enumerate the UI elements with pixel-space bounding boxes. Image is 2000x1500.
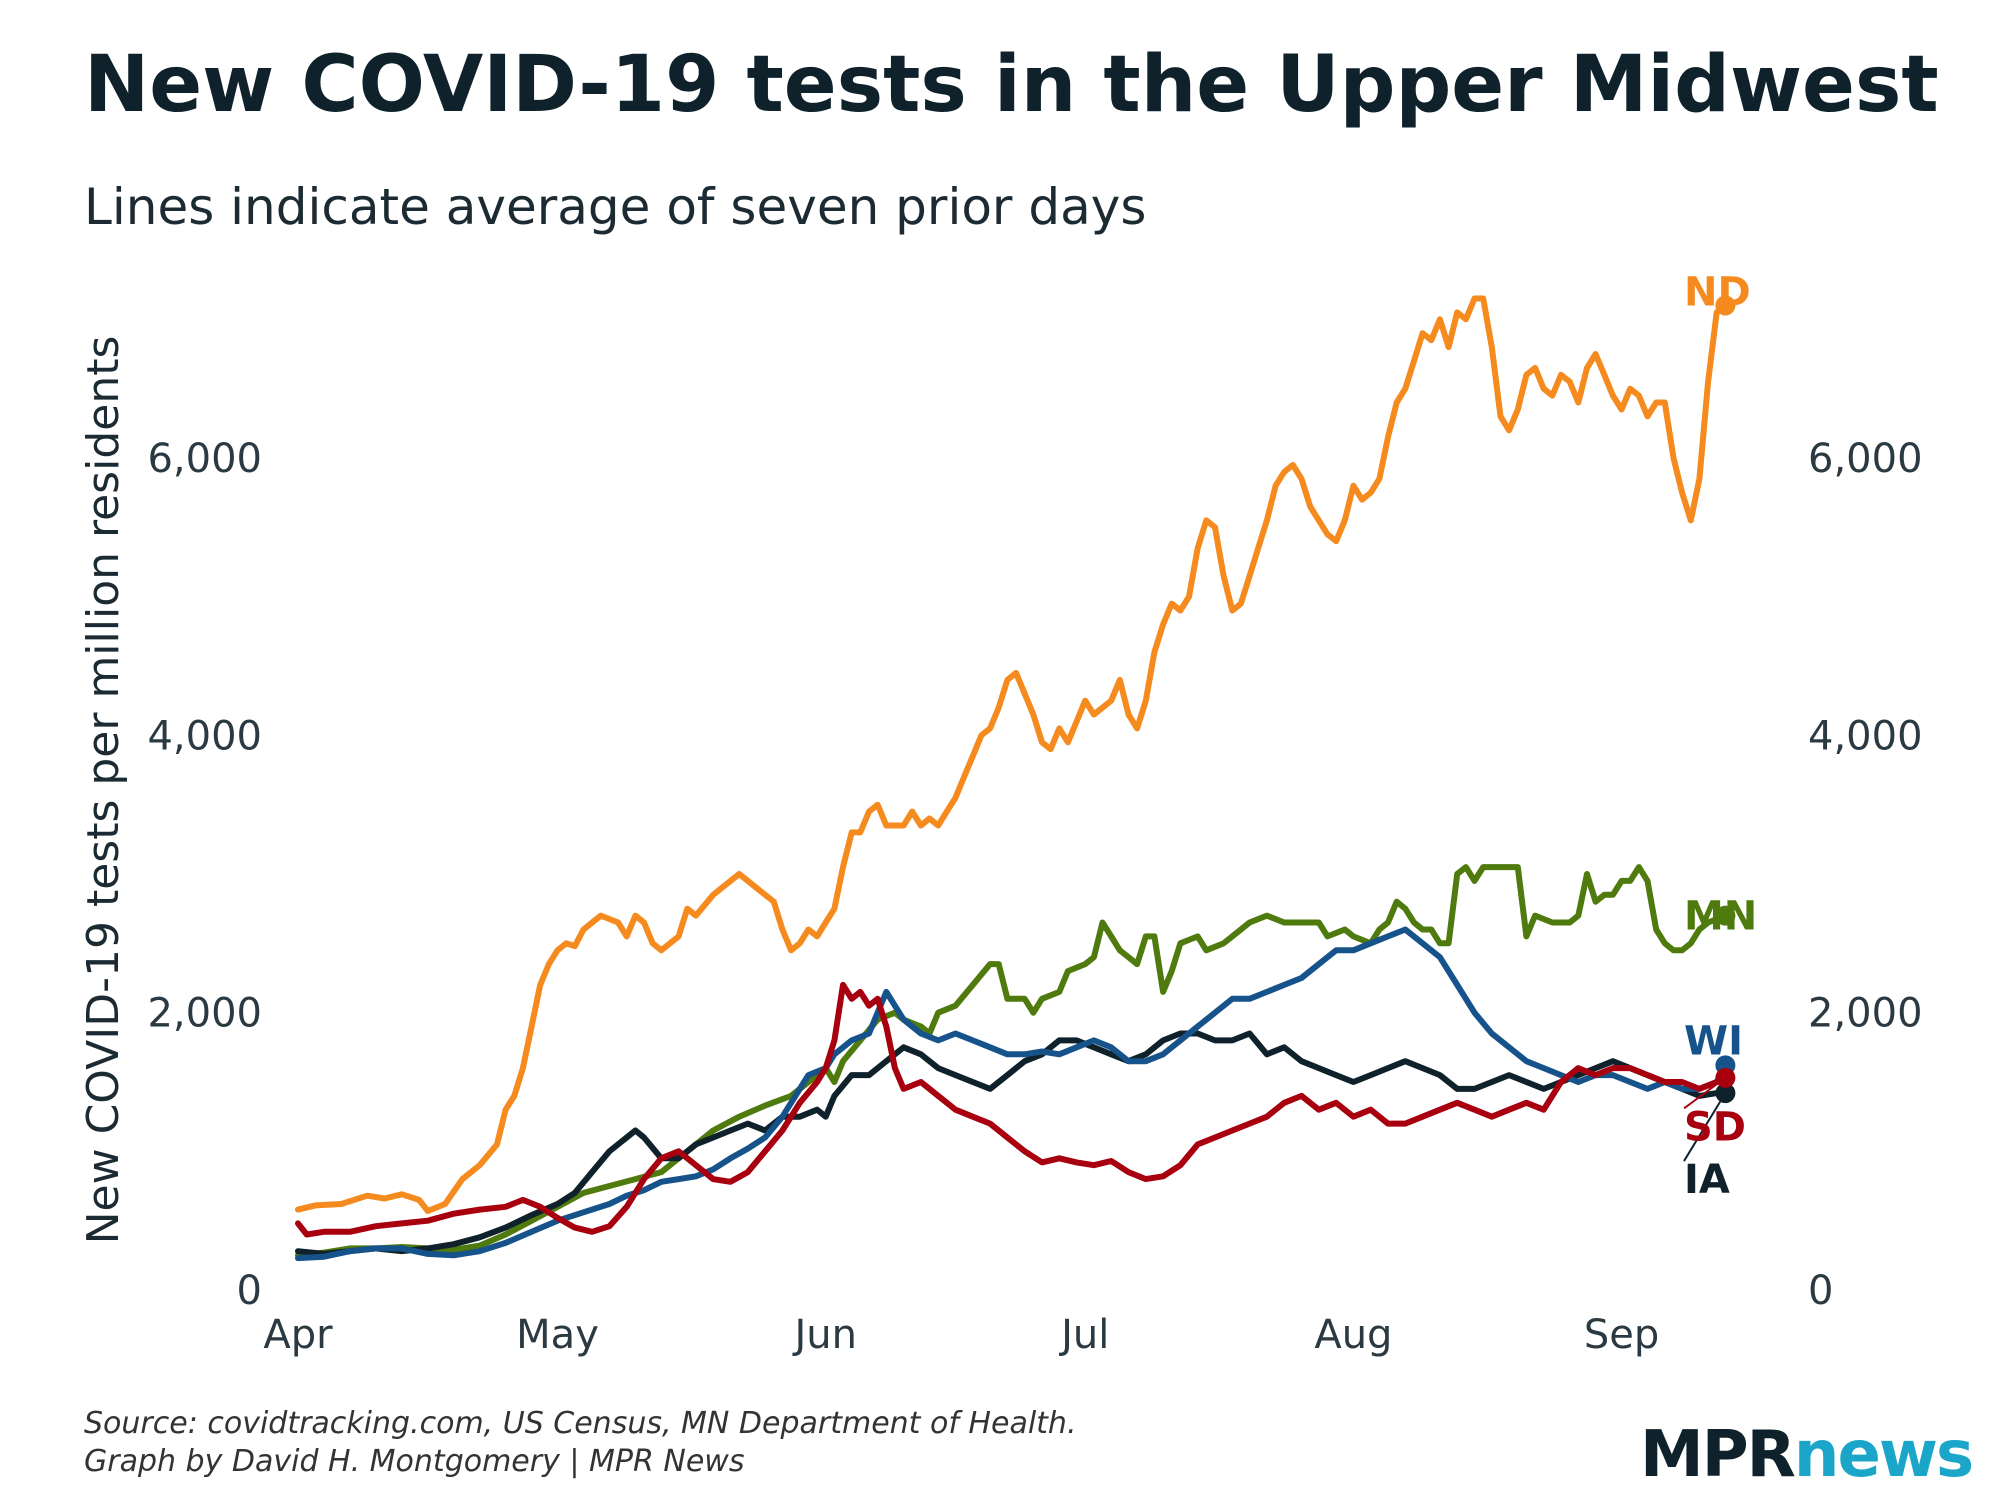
series-line-mn: [295, 864, 1729, 1259]
y-axis-title: New COVID-19 tests per million residents: [78, 336, 129, 1245]
series-label-nd: ND: [1684, 270, 1751, 316]
y-tick-label-right: 2,000: [1808, 991, 1923, 1037]
y-tick-label-left: 4,000: [147, 713, 262, 759]
chart-title: New COVID-19 tests in the Upper Midwest: [84, 40, 1939, 130]
series-lines: [295, 295, 1729, 1262]
y-axis-right: 0 2,000 4,000 6,000: [1808, 436, 1923, 1314]
logo-news: news: [1793, 1418, 1974, 1492]
label-leader-sd: [1683, 1077, 1726, 1110]
label-leader-ia: [1683, 1092, 1727, 1162]
y-tick-label-right: 6,000: [1808, 436, 1923, 482]
y-tick-label-left: 2,000: [147, 991, 262, 1037]
source-line: Source: covidtracking.com, US Census, MN…: [84, 1406, 1077, 1441]
series-endpoint-nd: [1715, 295, 1736, 316]
x-axis: Apr May Jun Jul Aug Sep: [263, 1312, 1659, 1358]
y-tick-label-left: 0: [237, 1268, 262, 1314]
x-tick-label: Jul: [1058, 1312, 1109, 1358]
series-label-ia: IA: [1684, 1157, 1730, 1203]
series-endpoint-mn: [1715, 905, 1736, 926]
x-tick-label: Aug: [1314, 1312, 1392, 1358]
series-labels: ND MN IA WI SD: [1683, 270, 1757, 1203]
y-axis-left: 0 2,000 4,000 6,000: [147, 436, 262, 1314]
y-tick-label-right: 0: [1808, 1268, 1833, 1314]
series-label-wi: WI: [1684, 1018, 1743, 1064]
x-tick-label: Jun: [791, 1312, 857, 1358]
credit-line: Graph by David H. Montgomery | MPR News: [84, 1444, 745, 1479]
series-line-nd: [295, 295, 1729, 1214]
x-tick-label: May: [516, 1312, 599, 1358]
x-tick-label: Apr: [263, 1312, 333, 1358]
series-label-sd: SD: [1684, 1104, 1746, 1150]
source-note: Source: covidtracking.com, US Census, MN…: [84, 1405, 1076, 1481]
y-tick-label-right: 4,000: [1808, 713, 1923, 759]
series-line-sd: [295, 981, 1729, 1238]
y-tick-label-left: 6,000: [147, 436, 262, 482]
chart-subtitle: Lines indicate average of seven prior da…: [84, 178, 1147, 236]
logo-mpr: MPR: [1640, 1418, 1796, 1492]
series-label-mn: MN: [1684, 894, 1757, 940]
mpr-news-logo: MPRnews: [1640, 1418, 1974, 1492]
x-tick-label: Sep: [1584, 1312, 1659, 1358]
